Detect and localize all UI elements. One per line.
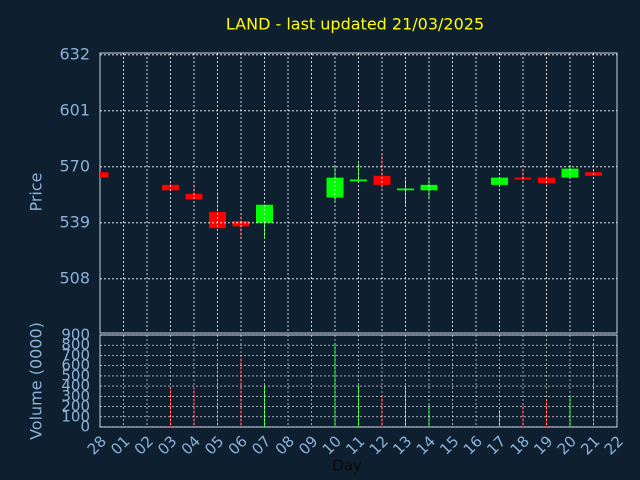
x-tick-label: 18 xyxy=(507,432,533,458)
x-tick-label: 16 xyxy=(460,432,486,458)
y2-tick-label: 300 xyxy=(61,387,90,405)
y2-tick-label: 0 xyxy=(80,418,90,436)
x-tick-label: 05 xyxy=(201,432,227,458)
x-tick-label: 19 xyxy=(530,432,556,458)
candle-body xyxy=(232,221,250,227)
x-tick-label: 02 xyxy=(131,432,157,458)
x-tick-label: 20 xyxy=(554,432,580,458)
x-tick-label: 10 xyxy=(319,432,345,458)
x-tick-label: 01 xyxy=(107,432,133,458)
x-tick-label: 06 xyxy=(225,432,251,458)
y2-axis-label: Volume (0000) xyxy=(27,322,46,440)
candle-body xyxy=(538,177,555,184)
y2-tick-label: 500 xyxy=(61,366,90,384)
y-tick-label: 570 xyxy=(59,156,90,175)
y-tick-label: 632 xyxy=(59,44,90,63)
x-tick-label: 09 xyxy=(295,432,321,458)
y2-tick-label: 800 xyxy=(61,336,90,354)
y-tick-label: 508 xyxy=(59,268,90,287)
y2-tick-label: 600 xyxy=(61,356,90,374)
candle-body xyxy=(420,184,438,191)
y2-tick-label: 700 xyxy=(61,346,90,364)
x-tick-label: 04 xyxy=(178,432,204,458)
candle-body xyxy=(209,211,226,229)
candle-body xyxy=(350,179,367,182)
y2-tick-label: 900 xyxy=(61,326,90,344)
x-tick-label: 21 xyxy=(577,432,603,458)
x-tick-label: 28 xyxy=(84,432,110,458)
candle-body xyxy=(100,172,109,178)
y2-tick-label: 100 xyxy=(61,407,90,425)
y-tick-label: 601 xyxy=(59,100,90,119)
y2-tick-label: 200 xyxy=(61,397,90,415)
x-tick-label: 17 xyxy=(483,432,509,458)
x-tick-label: 11 xyxy=(342,432,368,458)
y2-tick-label: 400 xyxy=(61,377,90,395)
y-tick-label: 539 xyxy=(59,212,90,231)
x-tick-label: 14 xyxy=(413,432,439,458)
candle-body xyxy=(326,177,344,198)
x-tick-label: 03 xyxy=(154,432,180,458)
chart-title: LAND - last updated 21/03/2025 xyxy=(226,15,484,34)
x-tick-label: 22 xyxy=(601,432,627,458)
volume-panel xyxy=(170,343,594,427)
x-tick-label: 12 xyxy=(366,432,392,458)
y-axis-label: Price xyxy=(27,172,46,211)
x-tick-label: 15 xyxy=(436,432,462,458)
x-tick-label: 13 xyxy=(389,432,415,458)
x-tick-label: 07 xyxy=(248,432,274,458)
candle-body xyxy=(185,193,203,200)
candle-body xyxy=(162,184,179,191)
x-tick-label: 08 xyxy=(272,432,298,458)
x-axis-label: Day xyxy=(332,457,362,475)
candle-body xyxy=(373,175,391,185)
